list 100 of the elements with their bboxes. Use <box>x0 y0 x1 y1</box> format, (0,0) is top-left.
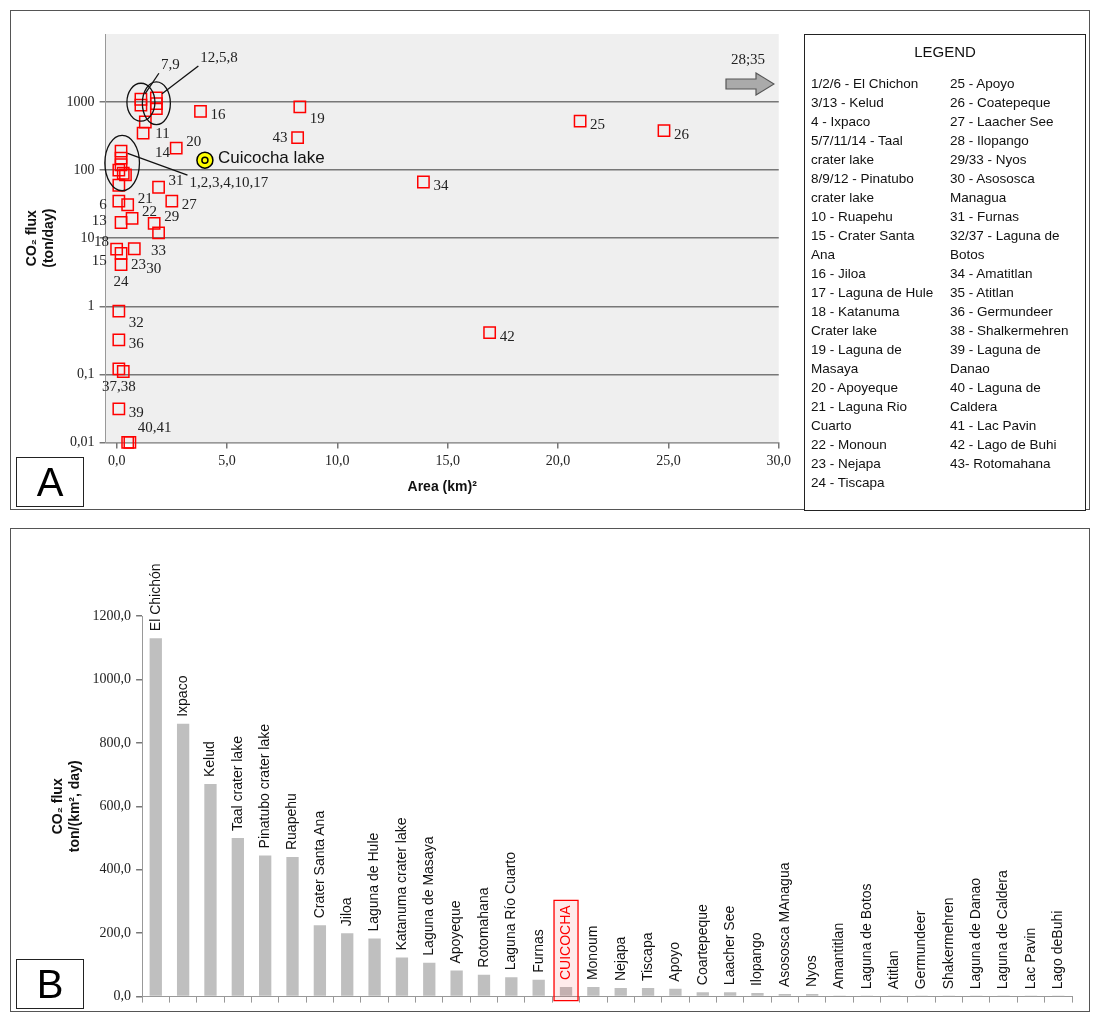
x-tick-label: Ruapehu <box>283 793 300 851</box>
annotation: 16 <box>210 106 226 123</box>
x-tick-label: Ilopango <box>748 932 765 987</box>
x-tick-label: Taal crater lake <box>228 735 245 832</box>
text: 15 - Crater Santa Ana <box>811 227 916 264</box>
text: 32/37 - Laguna de Botos <box>950 227 1061 264</box>
bar <box>669 988 682 996</box>
point <box>110 242 124 256</box>
x-tick-label: 5,0 <box>218 453 236 469</box>
point <box>114 151 128 165</box>
x-tick-label: Nyos <box>803 955 820 988</box>
x-tick-label: 10,0 <box>325 453 350 469</box>
y-tick-label: 1 <box>87 297 95 313</box>
bar <box>696 992 709 996</box>
point <box>293 100 307 114</box>
text: 18 - Katanuma Crater lake <box>811 303 901 340</box>
y-tick-label: 0,1 <box>77 366 95 382</box>
point <box>121 198 135 212</box>
point <box>112 362 126 376</box>
x-axis-title: Area (km)² <box>407 478 478 495</box>
bar <box>176 723 190 996</box>
text: 30 - Asososca Managua <box>950 170 1036 207</box>
point <box>417 175 430 189</box>
x-tick-label: Shakermehren <box>939 897 956 990</box>
point <box>573 114 587 128</box>
text: 5/7/11/14 - Taal crater lake <box>811 132 904 169</box>
annotation: 26 <box>673 125 690 142</box>
bar <box>477 974 491 996</box>
annotation: 36 <box>128 334 145 351</box>
annotation: 23 <box>131 256 147 273</box>
x-tick-label: Apoyo <box>666 941 683 982</box>
point <box>169 141 183 155</box>
x-tick-label: Laguna Río Cuarto <box>502 851 519 971</box>
x-tick-label: Pinatubo crater lake <box>256 723 273 849</box>
annotation: 27 <box>181 196 198 213</box>
point <box>136 126 150 140</box>
text: 19 - Laguna de Masaya <box>811 341 903 378</box>
point <box>112 163 126 177</box>
point <box>165 194 179 208</box>
x-tick-label: El Chichón <box>146 563 163 632</box>
point <box>112 304 126 318</box>
x-tick-label: Laguna de Hule <box>365 832 382 932</box>
point <box>114 158 128 172</box>
x-tick-label: Tiscapa <box>638 932 655 982</box>
point <box>138 115 152 129</box>
x-tick-label: Laguna de Caldera <box>994 869 1011 990</box>
y-tick-label: 800,0 <box>99 734 132 750</box>
x-tick-label: Jiloa <box>338 897 355 927</box>
text: LEGEND <box>913 43 977 60</box>
x-tick-label: Laguna de Botos <box>857 883 874 990</box>
text: 38 - Shalkermehren <box>950 322 1070 340</box>
bar <box>587 987 600 996</box>
annotation: 43 <box>272 128 288 145</box>
annotation: 11 <box>155 124 170 141</box>
x-tick-label: Atitlan <box>885 950 902 990</box>
x-tick-label: Asososca MAnagua <box>775 862 792 988</box>
text: 17 - Laguna de Hule <box>811 284 935 302</box>
text: 29/33 - Nyos <box>950 151 1028 169</box>
text: 4 - Ixpaco <box>811 113 872 131</box>
annotation: 12,5,8 <box>200 48 238 65</box>
x-tick-label: Lac Pavin <box>1021 927 1038 990</box>
x-tick-label: 20,0 <box>545 453 571 469</box>
series-label: Cuicocha lake <box>217 147 325 167</box>
x-tick-label: Furnas <box>529 929 546 973</box>
annotation: 1,2,3,4,10,17 <box>189 173 269 190</box>
text: 26 - Coatepeque <box>950 94 1052 112</box>
point <box>112 178 126 192</box>
x-tick-label: Laguna de Masaya <box>420 836 437 956</box>
x-tick-label: Germundeer <box>912 910 929 990</box>
point <box>152 226 165 240</box>
bar <box>313 925 327 996</box>
point <box>112 402 126 416</box>
annotation: 31 <box>168 172 184 189</box>
annotation: 22 <box>142 203 158 220</box>
bar <box>395 957 409 996</box>
y-axis-title: CO₂ flux (ton/day) <box>23 208 57 268</box>
y-tick-label: 600,0 <box>99 797 132 813</box>
point <box>116 365 130 378</box>
x-tick-label: Lago deBuhi <box>1049 910 1066 990</box>
point <box>112 194 126 208</box>
x-tick-label: Apoyeque <box>447 900 464 964</box>
bar <box>505 977 518 996</box>
y-tick-label: 0,01 <box>70 434 95 450</box>
x-tick-label: Laacher See <box>720 905 737 986</box>
x-tick-label: Laguna de Danao <box>967 877 984 990</box>
text: 43- Rotomahana <box>950 455 1052 473</box>
text: 36 - Germundeer <box>950 303 1054 321</box>
annotation: 32 <box>128 314 144 331</box>
annotation: 25 <box>590 116 606 133</box>
text: 16 - Jiloa <box>811 265 867 283</box>
annotation: 34 <box>433 176 449 193</box>
point <box>127 242 141 256</box>
x-tick-label: Rotomahana <box>474 887 491 968</box>
bar <box>450 970 463 996</box>
y-tick-label: 200,0 <box>99 924 132 940</box>
point <box>152 180 165 194</box>
point <box>114 258 128 271</box>
text: 22 - Monoun <box>811 436 888 454</box>
text: 20 - Apoyeque <box>811 379 900 397</box>
point <box>196 151 214 169</box>
